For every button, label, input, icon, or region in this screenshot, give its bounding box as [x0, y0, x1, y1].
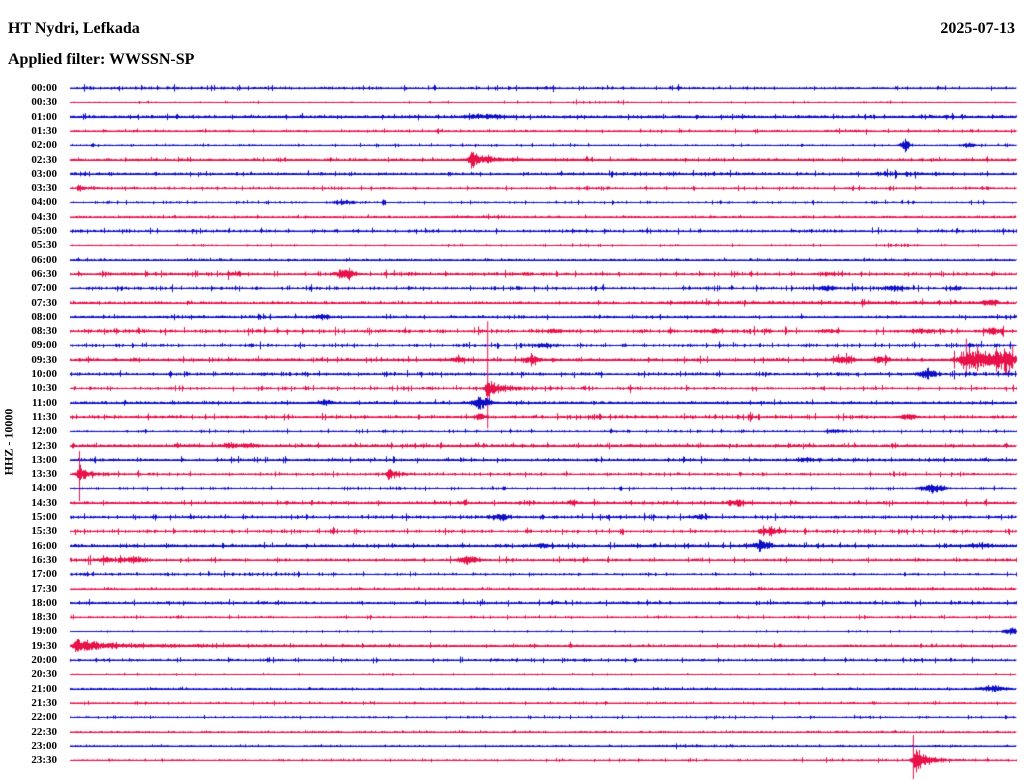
time-label-11:00: 11:00 [31, 396, 57, 409]
time-label-06:30: 06:30 [31, 267, 57, 280]
time-label-19:00: 19:00 [31, 625, 57, 638]
time-label-22:00: 22:00 [31, 711, 57, 724]
time-label-09:30: 09:30 [31, 353, 57, 366]
time-label-20:00: 20:00 [31, 654, 57, 666]
time-label-23:00: 23:00 [31, 739, 57, 752]
time-label-15:00: 15:00 [31, 511, 57, 523]
time-label-21:30: 21:30 [31, 696, 57, 709]
time-label-07:00: 07:00 [31, 282, 57, 295]
time-label-04:00: 04:00 [31, 196, 57, 209]
time-label-17:30: 17:30 [31, 582, 57, 595]
time-label-11:30: 11:30 [31, 410, 57, 423]
time-label-01:00: 01:00 [31, 110, 57, 123]
time-label-00:00: 00:00 [31, 82, 57, 94]
time-label-00:30: 00:30 [31, 96, 57, 109]
time-label-16:30: 16:30 [31, 553, 57, 566]
time-label-13:00: 13:00 [31, 453, 57, 466]
time-label-16:00: 16:00 [31, 539, 57, 552]
time-label-02:00: 02:00 [31, 139, 57, 152]
time-label-15:30: 15:30 [31, 525, 57, 538]
time-label-12:00: 12:00 [31, 425, 57, 438]
time-label-21:00: 21:00 [31, 682, 57, 695]
time-label-20:30: 20:30 [31, 668, 57, 681]
time-label-18:00: 18:00 [31, 596, 57, 609]
time-label-22:30: 22:30 [31, 725, 57, 738]
time-label-14:30: 14:30 [31, 496, 57, 509]
time-label-03:00: 03:00 [31, 167, 57, 180]
time-label-08:30: 08:30 [31, 325, 57, 338]
time-label-02:30: 02:30 [31, 153, 57, 166]
time-label-19:30: 19:30 [31, 639, 57, 652]
time-label-09:00: 09:00 [31, 339, 57, 352]
time-label-06:00: 06:00 [31, 253, 57, 266]
time-label-12:30: 12:30 [31, 439, 57, 452]
time-label-04:30: 04:30 [31, 210, 57, 223]
time-label-01:30: 01:30 [31, 124, 57, 137]
time-label-05:30: 05:30 [31, 239, 57, 252]
time-label-03:30: 03:30 [31, 182, 57, 195]
time-label-08:00: 08:00 [31, 310, 57, 323]
time-label-10:30: 10:30 [31, 382, 57, 395]
time-label-10:00: 10:00 [31, 368, 57, 380]
time-label-14:00: 14:00 [31, 482, 57, 495]
time-label-07:30: 07:30 [31, 296, 57, 309]
time-label-18:30: 18:30 [31, 611, 57, 624]
time-label-23:30: 23:30 [31, 754, 57, 767]
time-label-17:00: 17:00 [31, 568, 57, 581]
time-label-13:30: 13:30 [31, 468, 57, 481]
time-label-05:00: 05:00 [31, 225, 57, 237]
